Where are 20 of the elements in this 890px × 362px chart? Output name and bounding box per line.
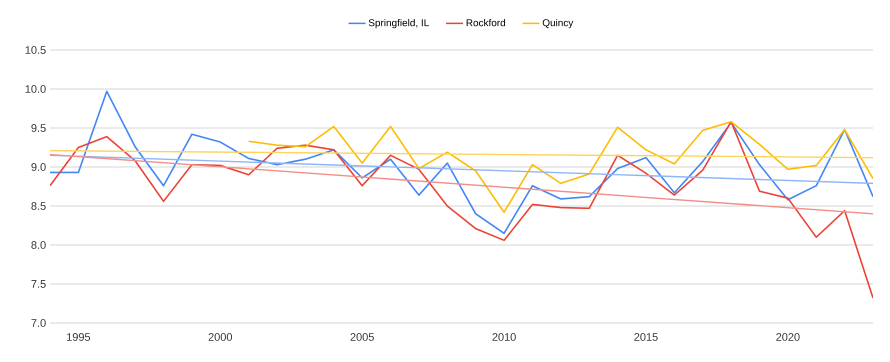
- x-tick-label: 2000: [208, 333, 232, 341]
- y-tick-label: 9.5: [31, 124, 46, 132]
- y-tick-label: 9.0: [31, 163, 46, 171]
- x-tick-label: 1995: [67, 333, 90, 341]
- legend-label: Quincy: [542, 18, 574, 28]
- line-series: [50, 90, 874, 234]
- y-tick-label: 7.0: [31, 319, 46, 327]
- x-tick-label: 2010: [492, 333, 516, 341]
- legend-label: Rockford: [466, 18, 506, 26]
- legend-label: Springfield, IL: [368, 18, 429, 28]
- y-tick-label: 8.5: [31, 202, 46, 210]
- x-tick-label: 2005: [350, 333, 374, 341]
- y-tick-label: 10.5: [26, 46, 46, 54]
- line-series: [248, 120, 874, 214]
- y-tick-label: 10.0: [26, 85, 46, 93]
- x-tick-label: 2015: [634, 333, 658, 341]
- y-tick-label: 7.5: [31, 280, 46, 288]
- line-series: [50, 120, 874, 299]
- x-tick-label: 2020: [776, 333, 800, 341]
- y-tick-label: 8.0: [31, 241, 46, 249]
